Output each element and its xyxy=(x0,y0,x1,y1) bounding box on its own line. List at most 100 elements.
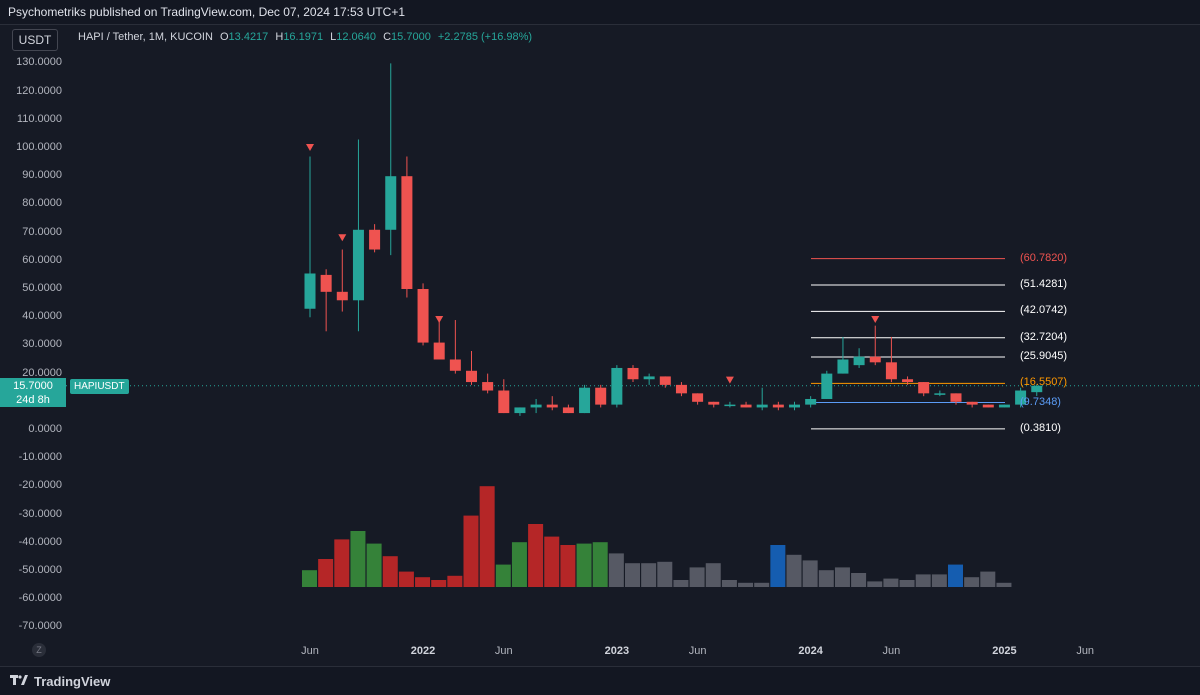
open-value: 13.4217 xyxy=(228,31,269,43)
volume-bar xyxy=(754,582,770,587)
candle-body xyxy=(998,404,1010,408)
price-tick-label: 110.0000 xyxy=(16,112,62,125)
publish-info-text: Psychometriks published on TradingView.c… xyxy=(8,5,405,19)
volume-bar xyxy=(560,545,576,587)
candle-body xyxy=(546,404,558,408)
candle-body xyxy=(433,342,445,360)
open-label: O xyxy=(219,31,229,43)
volume-bar xyxy=(576,543,592,587)
candle-body xyxy=(724,404,736,407)
candle-body xyxy=(369,229,381,250)
sell-signal-marker xyxy=(871,316,880,324)
candle-body xyxy=(966,401,978,405)
volume-bar xyxy=(867,581,883,587)
volume-bar xyxy=(721,580,737,587)
close-value: 15.7000 xyxy=(391,31,431,43)
volume-bar xyxy=(463,515,479,587)
zoom-reset-button[interactable]: Z xyxy=(32,643,46,657)
candle-body xyxy=(643,376,655,380)
price-tick-label: 20.0000 xyxy=(22,366,62,379)
volume-bar xyxy=(948,564,963,587)
candle-body xyxy=(449,359,461,371)
candle-body xyxy=(385,176,397,230)
time-tick-label: 2023 xyxy=(604,645,630,657)
candle-body xyxy=(756,404,768,408)
volume-bar xyxy=(625,563,640,587)
candle-body xyxy=(498,390,510,414)
volume-bar xyxy=(592,542,608,587)
volume-bar xyxy=(705,563,721,587)
sell-signal-marker xyxy=(306,144,314,151)
candle-body xyxy=(885,362,897,380)
price-tick-label: 70.0000 xyxy=(22,225,62,238)
candle-body xyxy=(982,404,994,408)
currency-selector[interactable]: USDT xyxy=(12,29,58,51)
fib-level-label: (16.5507) xyxy=(1020,376,1068,389)
candle-body xyxy=(514,407,526,414)
time-tick-label: 2025 xyxy=(992,645,1017,657)
volume-bar xyxy=(608,553,624,587)
price-tick-label: -30.0000 xyxy=(18,507,62,520)
price-tick-label: -40.0000 xyxy=(18,535,62,548)
candle-body xyxy=(530,404,542,408)
tradingview-logo-icon xyxy=(10,675,28,685)
candle-body xyxy=(853,356,865,366)
time-tick-label: Jun xyxy=(1076,645,1095,657)
volume-bar xyxy=(318,559,334,587)
candle-body xyxy=(579,387,591,414)
volume-bar xyxy=(641,563,657,587)
time-tick-label: Jun xyxy=(494,645,513,657)
volume-bar xyxy=(899,580,915,587)
time-tick-label: Jun xyxy=(301,645,319,657)
price-chart[interactable] xyxy=(0,0,1200,666)
volume-bar xyxy=(786,554,802,587)
candle-body xyxy=(595,387,607,405)
high-label: H xyxy=(275,31,284,43)
price-tick-label: -70.0000 xyxy=(18,620,62,633)
low-label: L xyxy=(330,31,337,43)
volume-bar xyxy=(673,580,689,587)
volume-bar xyxy=(980,571,996,587)
candle-body xyxy=(789,404,800,408)
candle-body xyxy=(659,376,671,385)
bar-countdown: 24d 8h xyxy=(16,394,50,406)
volume-bar xyxy=(834,567,850,587)
price-tick-label: 40.0000 xyxy=(22,310,62,323)
volume-bar xyxy=(302,570,317,587)
time-tick-label: Jun xyxy=(688,645,707,657)
volume-bar xyxy=(350,531,366,587)
volume-bar xyxy=(738,582,754,587)
candle-body xyxy=(837,359,849,374)
fib-level-label: (25.9045) xyxy=(1020,349,1068,362)
footer-bar: TradingView xyxy=(0,666,1200,695)
candle-body xyxy=(482,382,494,391)
price-tick-label: -20.0000 xyxy=(18,479,62,492)
price-tick-label: 0.0000 xyxy=(28,423,62,435)
last-price-value: 15.7000 xyxy=(13,380,53,392)
volume-bar xyxy=(915,574,931,587)
price-tick-label: 30.0000 xyxy=(22,338,62,351)
candle-body xyxy=(950,393,962,402)
candle-body xyxy=(902,379,914,383)
volume-bar xyxy=(511,542,527,587)
volume-bar xyxy=(495,564,511,587)
price-tick-label: 100.0000 xyxy=(16,141,62,153)
sell-signal-marker xyxy=(725,376,734,384)
symbol-legend[interactable]: HAPI / Tether, 1M, KUCOIN O13.4217 H16.1… xyxy=(78,31,532,43)
candle-body xyxy=(869,356,881,363)
sell-signal-marker xyxy=(338,234,347,242)
price-tick-label: 130.0000 xyxy=(16,56,62,69)
fib-level-label: (42.0742) xyxy=(1020,304,1068,317)
candle-body xyxy=(304,273,316,309)
volume-bar xyxy=(334,539,350,587)
price-tick-label: -10.0000 xyxy=(18,451,62,464)
volume-bar xyxy=(964,577,980,587)
candle-body xyxy=(562,407,574,414)
candle-body xyxy=(692,393,704,402)
candle-body xyxy=(821,373,833,399)
sell-signal-marker xyxy=(435,316,444,324)
price-tick-label: -60.0000 xyxy=(18,592,62,605)
volume-bar xyxy=(883,578,899,587)
volume-bar xyxy=(770,545,786,587)
publish-header: Psychometriks published on TradingView.c… xyxy=(0,0,1200,24)
